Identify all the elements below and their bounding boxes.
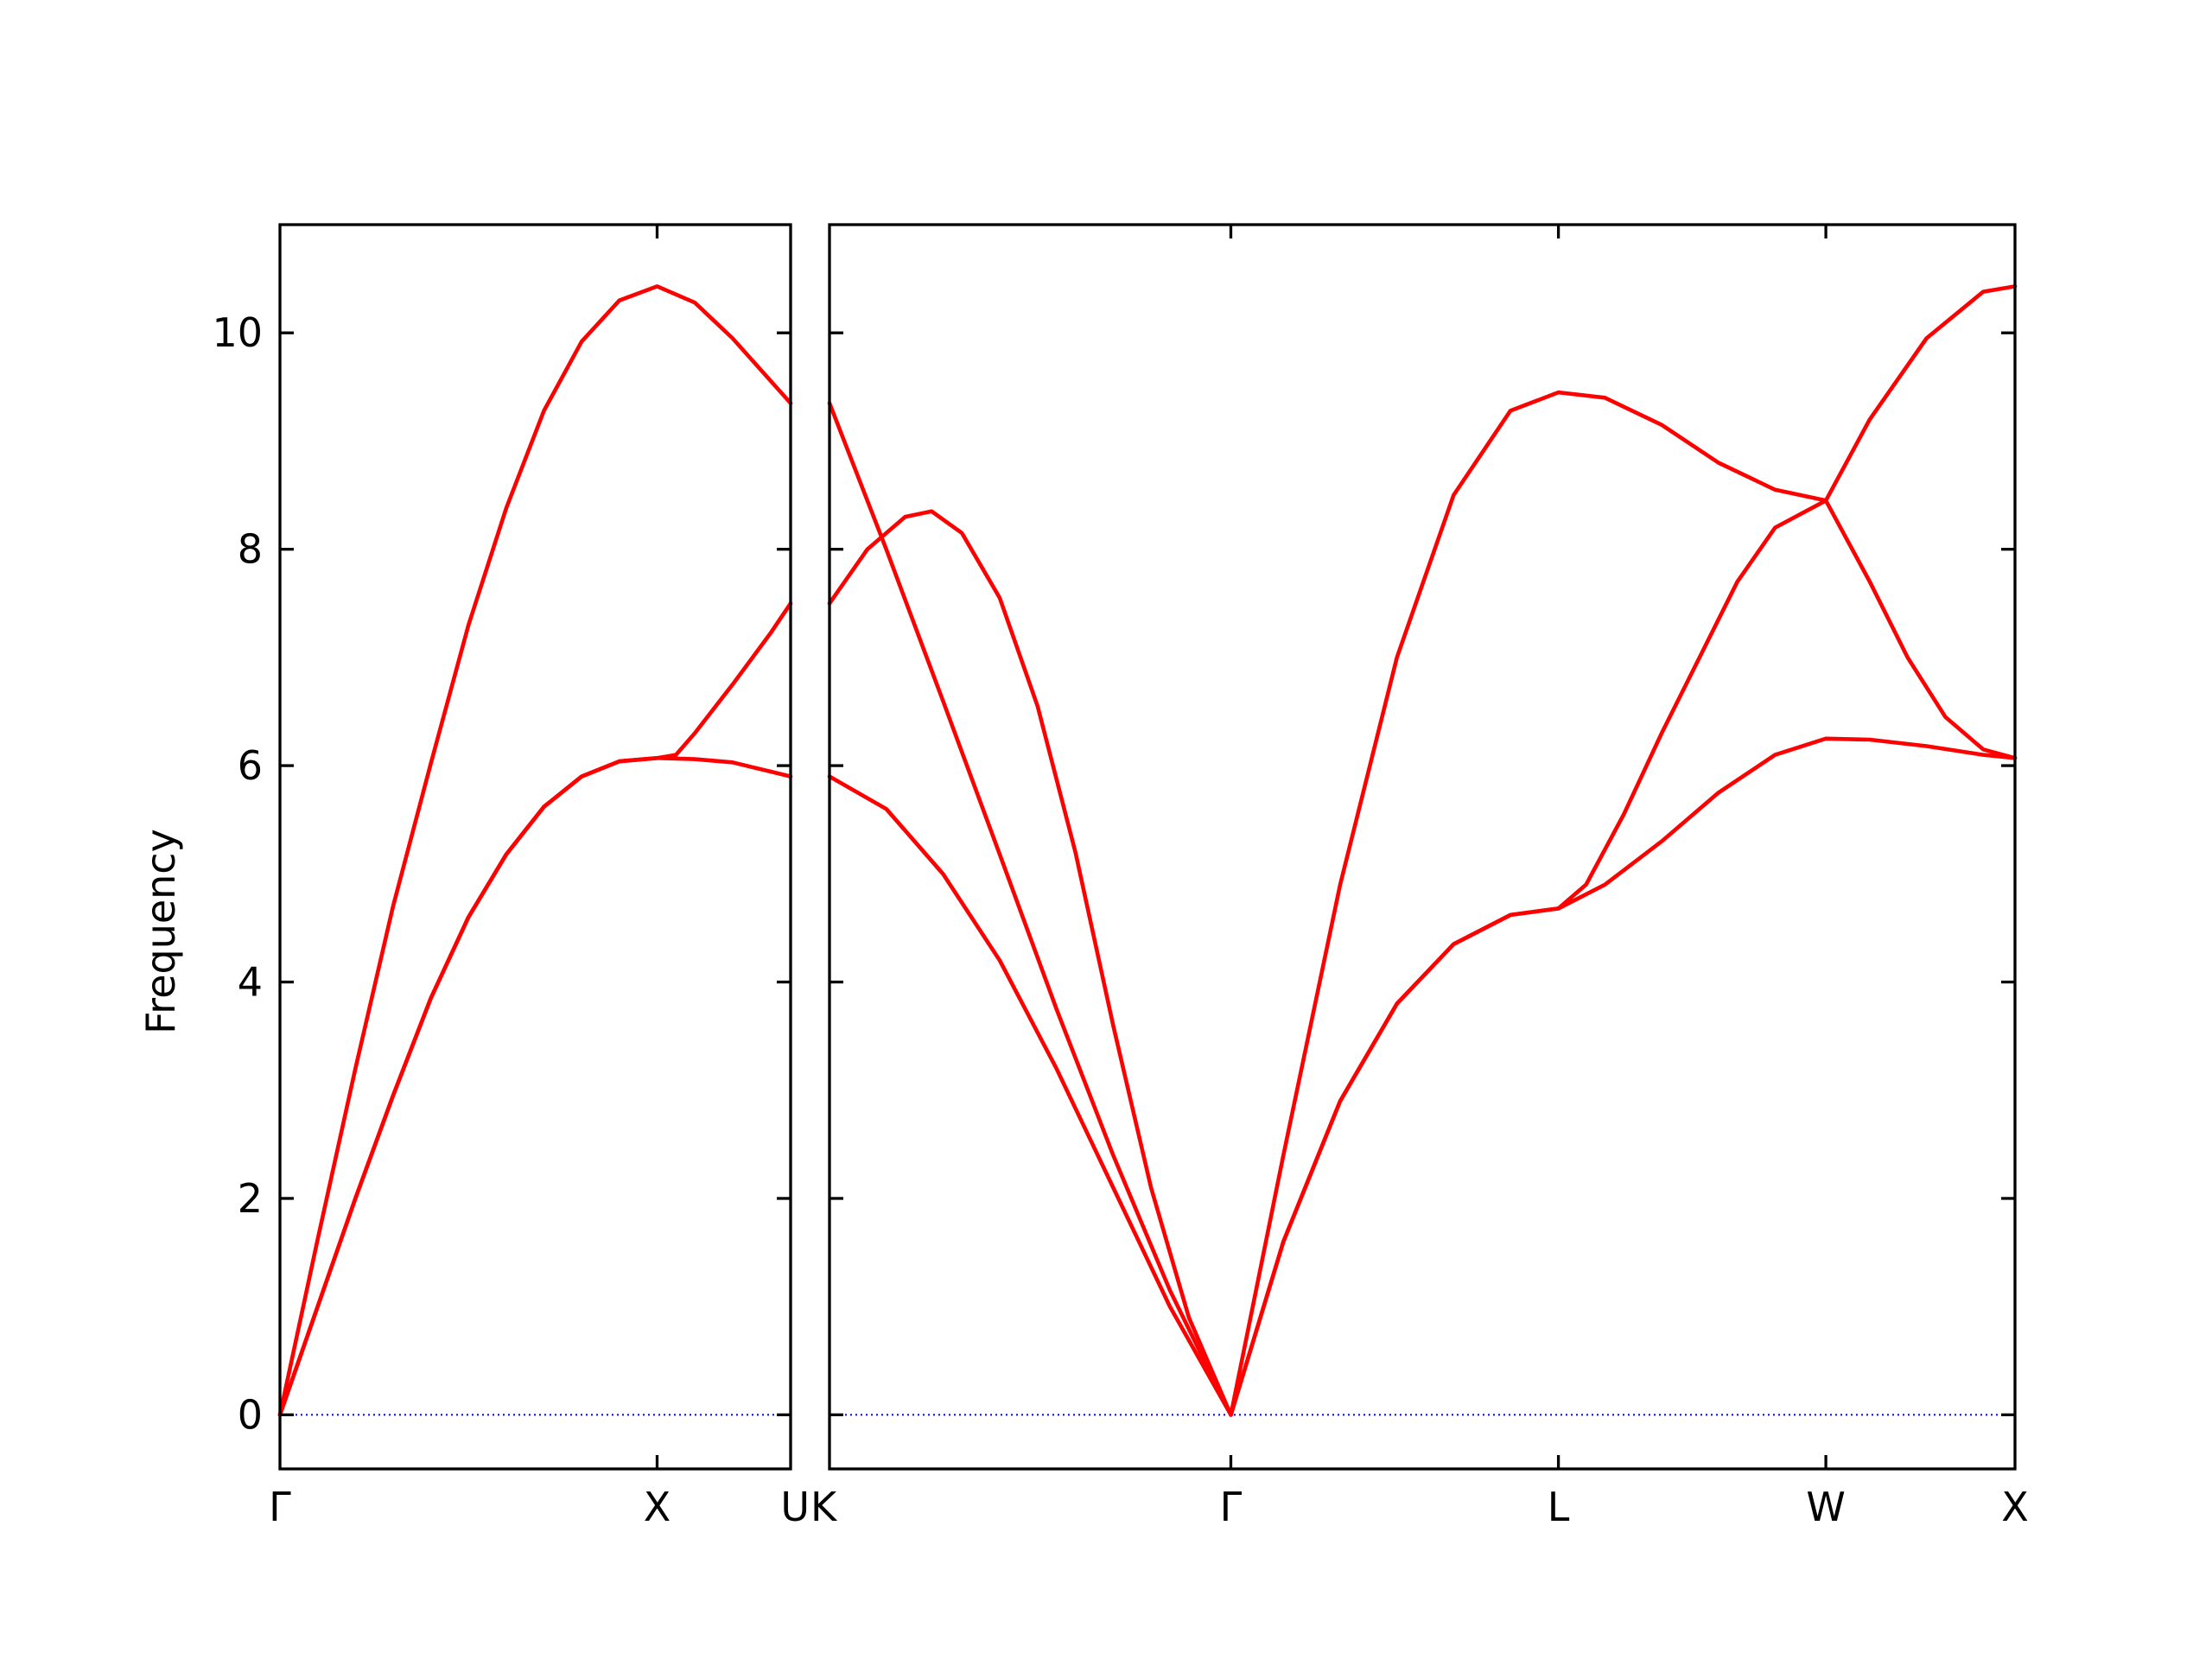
band-3 [827,736,2018,1417]
y-tick-label: 2 [238,1175,263,1222]
y-tick-label: 6 [238,742,263,789]
plot-frame [828,223,2017,1471]
band-2 [827,499,2018,1417]
x-tick-label: Γ [269,1484,291,1530]
x-tick-label: W [1806,1484,1845,1530]
band-3 [277,756,793,1417]
x-tick-label: L [1548,1484,1570,1530]
y-tick-label: 0 [238,1391,263,1438]
x-tick-label: U [780,1484,810,1530]
x-tick-label: X [2001,1484,2029,1530]
y-tick-label: 8 [238,526,263,573]
y-tick-label: 4 [238,959,263,1006]
y-axis-label: Frequency [137,829,184,1034]
y-tick-label: 10 [212,309,263,356]
band-1 [827,284,2018,1417]
band-1 [277,284,793,1417]
x-tick-label: Γ [1220,1484,1243,1530]
x-tick-label: X [644,1484,671,1530]
panel-gamma-x-u: 0 2 4 6 8 10 Γ X U [212,223,810,1530]
plot-frame [278,223,792,1471]
x-tick-label: K [810,1484,838,1530]
band-2 [277,601,793,1417]
